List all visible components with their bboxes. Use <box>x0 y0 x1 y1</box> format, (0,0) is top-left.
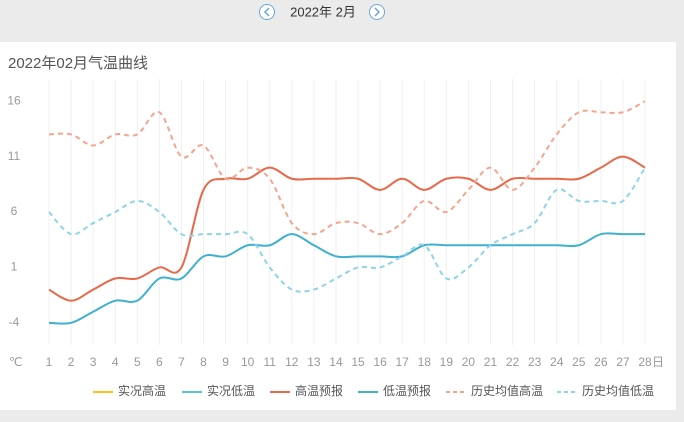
x-tick-label: 13 <box>307 355 321 369</box>
y-tick-label: 6 <box>11 204 18 218</box>
legend-label: 高温预报 <box>295 383 343 398</box>
x-tick-label: 28 <box>638 355 652 369</box>
y-tick-label: 16 <box>7 93 21 107</box>
legend-label: 实况低温 <box>207 383 255 398</box>
x-tick-label: 14 <box>329 355 343 369</box>
x-tick-label: 9 <box>222 355 229 369</box>
x-tick-label: 6 <box>156 355 163 369</box>
x-tick-label: 15 <box>351 355 365 369</box>
series-line <box>48 232 645 325</box>
x-tick-label: 10 <box>241 355 255 369</box>
x-tick-label: 11 <box>264 355 277 369</box>
x-tick-label: 25 <box>572 355 586 369</box>
x-tick-label: 22 <box>506 355 520 369</box>
x-tick-label: 21 <box>484 355 498 369</box>
x-tick-label: 1 <box>46 355 53 369</box>
x-tick-label: 12 <box>285 355 299 369</box>
x-tick-label: 27 <box>616 355 630 369</box>
chart-title: 2022年02月气温曲线 <box>8 55 148 72</box>
y-tick-label: -4 <box>9 315 20 329</box>
x-tick-label: 17 <box>396 355 410 369</box>
next-month[interactable] <box>369 4 385 20</box>
y-unit: ℃ <box>9 355 22 369</box>
x-tick-label: 24 <box>550 355 564 369</box>
x-tick-label: 19 <box>440 355 454 369</box>
x-tick-label: 2 <box>68 355 75 369</box>
x-tick-label: 7 <box>178 355 185 369</box>
legend-label: 历史均值高温 <box>471 383 543 398</box>
top-bar <box>0 0 684 40</box>
y-tick-label: 1 <box>11 260 18 274</box>
x-tick-label: 20 <box>462 355 476 369</box>
month-label: 2022年 2月 <box>290 4 356 19</box>
x-tick-label: 3 <box>90 355 97 369</box>
legend-label: 低温预报 <box>383 383 431 398</box>
x-tick-label: 26 <box>594 355 608 369</box>
x-tick-label: 23 <box>528 355 542 369</box>
series-line <box>48 167 646 293</box>
x-tick-label: 5 <box>134 355 141 369</box>
series-line <box>48 100 646 236</box>
legend-label: 实况高温 <box>118 383 166 398</box>
x-tick-label: 18 <box>418 355 432 369</box>
x-tick-label: 8 <box>200 355 207 369</box>
card <box>0 42 676 410</box>
prev-month[interactable] <box>259 4 275 20</box>
x-unit: 日 <box>652 355 664 369</box>
x-tick-label: 16 <box>373 355 387 369</box>
y-tick-label: 11 <box>8 149 21 163</box>
x-tick-label: 4 <box>112 355 119 369</box>
series-line <box>48 155 646 302</box>
legend-label: 历史均值低温 <box>582 383 654 398</box>
